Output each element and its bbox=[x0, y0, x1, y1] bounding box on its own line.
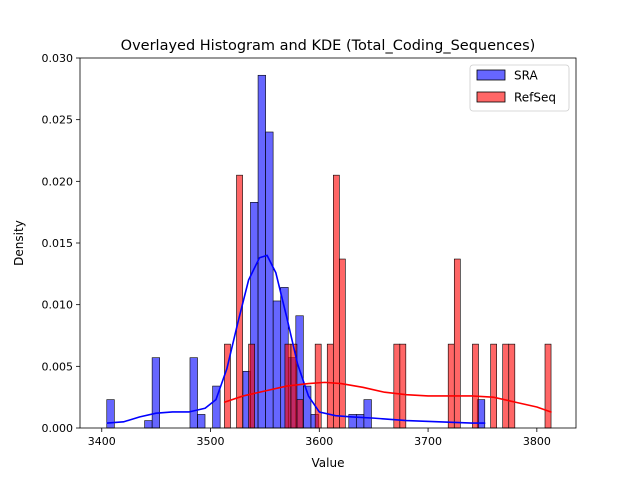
sra-bar-10 bbox=[272, 300, 282, 429]
refseq-bar-5 bbox=[296, 399, 304, 429]
refseq-bar-8 bbox=[333, 174, 340, 429]
refseq-bar-11 bbox=[399, 343, 407, 429]
refseq-bar-14 bbox=[472, 343, 479, 429]
refseq-bar-16 bbox=[502, 343, 510, 429]
refseq-bar-13 bbox=[453, 258, 461, 429]
refseq-kde-line bbox=[223, 381, 552, 413]
sra-kde-line bbox=[106, 254, 486, 424]
legend-label-refseq: RefSeq bbox=[514, 91, 556, 105]
x-tick-label-4: 3800 bbox=[523, 435, 551, 448]
sra-bar-2 bbox=[151, 357, 160, 429]
legend: SRA RefSeq bbox=[469, 64, 570, 112]
sra-bar-3 bbox=[189, 357, 198, 429]
y-tick-label-4: 0.020 bbox=[42, 175, 74, 188]
x-tick-label-2: 3600 bbox=[305, 435, 333, 448]
y-axis-label: Density bbox=[12, 220, 26, 266]
x-axis-ticks: 3400 3500 3600 3700 3800 bbox=[88, 428, 551, 448]
refseq-bar-17 bbox=[508, 343, 516, 429]
y-tick-label-1: 0.005 bbox=[42, 360, 74, 373]
legend-swatch-refseq bbox=[476, 91, 506, 103]
y-axis-ticks: 0.000 0.005 0.010 0.015 0.020 0.025 0.030 bbox=[42, 52, 80, 435]
legend-swatch-sra bbox=[476, 69, 506, 81]
chart-title: Overlayed Histogram and KDE (Total_Codin… bbox=[121, 38, 536, 54]
sra-bar-4 bbox=[197, 414, 206, 429]
x-tick-label-3: 3700 bbox=[414, 435, 442, 448]
sra-bar-18 bbox=[363, 399, 372, 429]
refseq-bar-12 bbox=[447, 343, 455, 429]
x-tick-label-1: 3500 bbox=[197, 435, 225, 448]
y-tick-label-2: 0.010 bbox=[42, 299, 74, 312]
refseq-bar-2 bbox=[248, 343, 255, 429]
y-tick-label-3: 0.015 bbox=[42, 237, 74, 250]
x-tick-label-0: 3400 bbox=[88, 435, 116, 448]
kde-lines bbox=[106, 254, 552, 424]
legend-label-sra: SRA bbox=[514, 69, 538, 83]
sra-bar-9 bbox=[265, 131, 274, 429]
x-axis-label: Value bbox=[312, 456, 345, 470]
y-tick-label-5: 0.025 bbox=[42, 114, 74, 127]
sra-bar-8 bbox=[257, 74, 266, 429]
refseq-bar-6 bbox=[314, 343, 322, 429]
refseq-bar-1 bbox=[236, 174, 243, 429]
refseq-bar-9 bbox=[339, 258, 346, 429]
sra-bar-1 bbox=[144, 420, 153, 429]
refseq-bar-15 bbox=[490, 343, 497, 429]
y-tick-label-6: 0.030 bbox=[42, 52, 74, 65]
refseq-bar-10 bbox=[393, 343, 401, 429]
y-tick-label-0: 0.000 bbox=[42, 422, 74, 435]
refseq-bar-18 bbox=[544, 343, 552, 429]
